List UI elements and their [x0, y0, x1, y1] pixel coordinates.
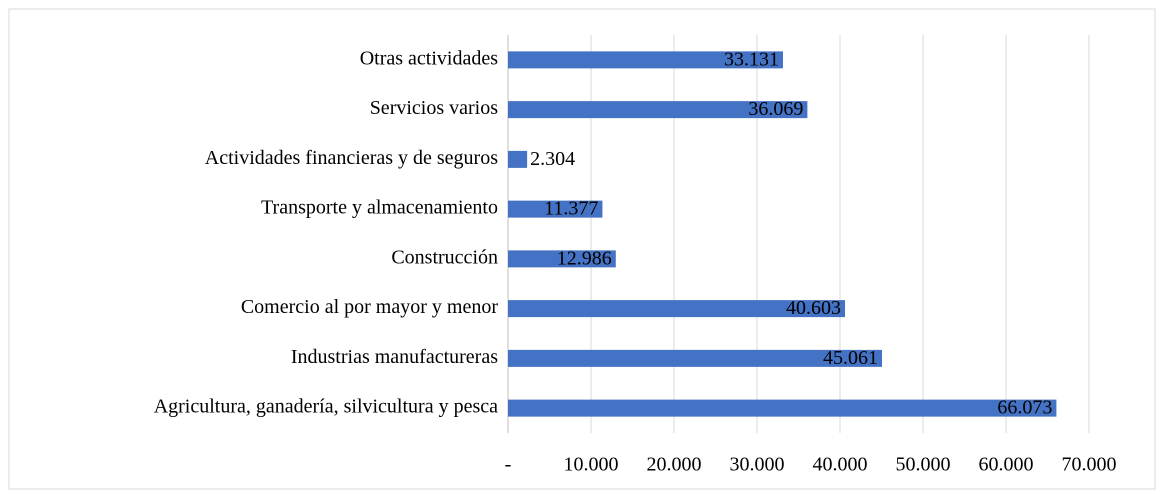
bar [508, 150, 528, 168]
y-tick-label: Actividades financieras y de seguros [205, 147, 498, 169]
bar [508, 51, 783, 69]
bar [508, 101, 808, 119]
bar [508, 200, 603, 218]
chart-border [8, 8, 1156, 490]
data-label: 11.377 [544, 198, 598, 220]
y-tick-label: Agricultura, ganadería, silvicultura y p… [154, 396, 498, 418]
x-tick-label: 40.000 [813, 454, 868, 476]
y-tick-label: Otras actividades [360, 47, 498, 69]
x-tick-label: 60.000 [979, 454, 1034, 476]
bar [508, 349, 883, 367]
x-tick-label: 70.000 [1062, 454, 1117, 476]
bar [508, 250, 616, 268]
x-tick-label: 20.000 [647, 454, 702, 476]
x-tick-label: 50.000 [896, 454, 951, 476]
y-tick-label: Construcción [391, 246, 498, 268]
y-tick-label: Industrias manufactureras [291, 346, 498, 368]
data-label: 45.061 [823, 347, 878, 369]
data-label: 66.073 [997, 397, 1052, 419]
y-tick-label: Comercio al por mayor y menor [241, 296, 498, 318]
data-label: 2.304 [530, 148, 575, 170]
y-tick-label: Servicios varios [370, 97, 499, 119]
y-tick-label: Transporte y almacenamiento [261, 197, 498, 219]
x-tick-label: 30.000 [730, 454, 785, 476]
x-tick-label: 10.000 [564, 454, 619, 476]
bar [508, 300, 846, 318]
data-label: 36.069 [748, 98, 803, 120]
data-label: 40.603 [786, 297, 841, 319]
bar [508, 399, 1057, 417]
data-label: 12.986 [557, 247, 612, 269]
data-label: 33.131 [724, 48, 779, 70]
x-tick-label: - [505, 454, 512, 476]
